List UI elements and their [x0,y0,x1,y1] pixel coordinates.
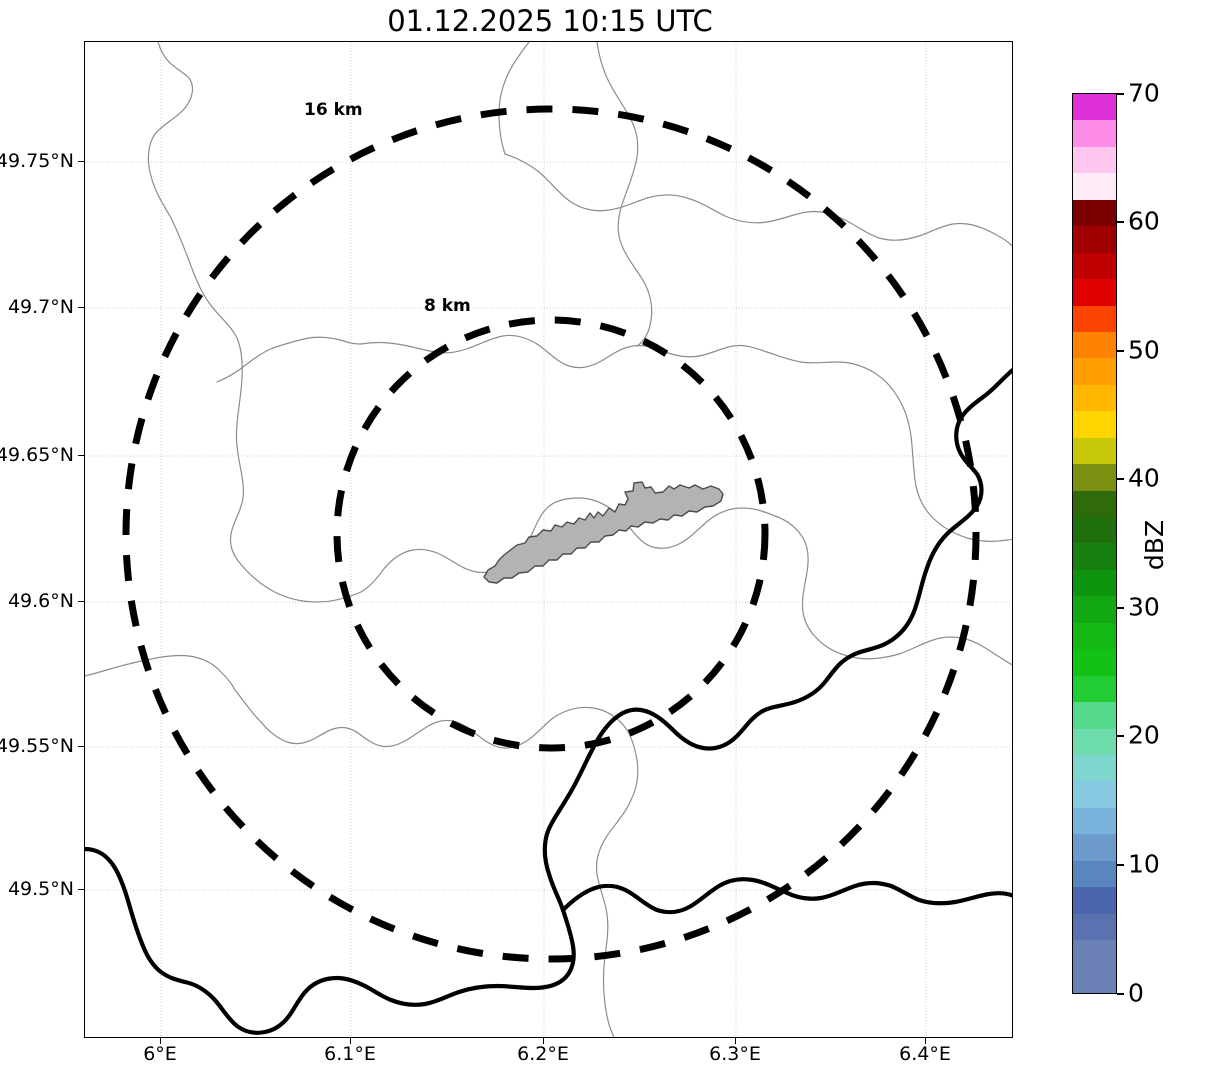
colorbar-band [1073,305,1116,332]
colorbar-band [1073,913,1116,940]
range-ring-8km [333,316,769,752]
colorbar-band [1073,199,1116,227]
ytick-label-49-55: 49.55°N [0,735,74,757]
colorbar-tick-label-50: 50 [1128,335,1160,365]
colorbar-band [1073,649,1116,676]
colorbar-band [1073,543,1116,570]
colorbar-tick-mark [1117,993,1124,995]
colorbar-band [1073,675,1116,703]
colorbar-band [1073,754,1116,782]
colorbar-tick-label-10: 10 [1128,849,1160,879]
colorbar-tick-label-60: 60 [1128,206,1160,236]
colorbar-band [1073,331,1116,359]
range-ring-label-8km: 8 km [424,296,471,316]
colorbar-tick-label-20: 20 [1128,720,1160,750]
colorbar-band [1073,173,1116,200]
national-borders [85,367,1012,1035]
xtick-label-6-4e: 6.4°E [899,1043,951,1065]
colorbar-band [1073,120,1116,147]
colorbar-band [1073,596,1116,623]
colorbar-band [1073,490,1116,517]
xtick-mark [350,1038,352,1044]
range-ring-16km [122,105,980,963]
colorbar-band [1073,940,1116,967]
colorbar-tick-label-30: 30 [1128,592,1160,622]
colorbar-tick-mark [1117,221,1124,223]
colorbar-band [1073,834,1116,861]
colorbar-band [1073,252,1116,280]
map-plot-area[interactable] [84,41,1013,1038]
colorbar-band [1073,966,1116,993]
ytick-mark [78,161,84,163]
colorbar-tick-mark [1117,93,1124,95]
colorbar-band [1073,517,1116,544]
ytick-label-49-75: 49.75°N [0,150,74,172]
colorbar-tick-label-40: 40 [1128,463,1160,493]
water-polygon [483,481,724,584]
colorbar-band [1073,94,1116,121]
colorbar-band [1073,781,1116,808]
colorbar-band [1073,702,1116,729]
colorbar-tick-label-0: 0 [1128,978,1144,1008]
xtick-label-6e: 6°E [143,1043,177,1065]
ytick-label-49-6: 49.6°N [7,590,74,612]
colorbar-band [1073,807,1116,835]
xtick-mark [543,1038,545,1044]
xtick-label-6-3e: 6.3°E [709,1043,761,1065]
page-title: 01.12.2025 10:15 UTC [387,4,713,38]
colorbar-band [1073,464,1116,491]
ytick-mark [78,307,84,309]
colorbar-band [1073,226,1116,253]
colorbar-band [1073,860,1116,888]
colorbar[interactable] [1072,93,1117,994]
xtick-label-6-1e: 6.1°E [324,1043,376,1065]
colorbar-tick-mark [1117,864,1124,866]
colorbar-tick-mark [1117,478,1124,480]
ytick-mark [78,455,84,457]
colorbar-tick-mark [1117,735,1124,737]
ytick-label-49-7: 49.7°N [7,296,74,318]
xtick-mark [925,1038,927,1044]
xtick-label-6-2e: 6.2°E [517,1043,569,1065]
colorbar-band [1073,411,1116,438]
colorbar-band [1073,887,1116,914]
ytick-mark [78,889,84,891]
ytick-mark [78,746,84,748]
colorbar-tick-mark [1117,350,1124,352]
xtick-mark [160,1038,162,1044]
colorbar-band [1073,437,1116,465]
colorbar-band [1073,279,1116,306]
colorbar-band [1073,728,1116,755]
xtick-mark [735,1038,737,1044]
range-ring-label-16km: 16 km [304,100,363,120]
ytick-mark [78,601,84,603]
colorbar-tick-label-70: 70 [1128,78,1160,108]
colorbar-band [1073,358,1116,385]
ytick-label-49-5: 49.5°N [7,878,74,900]
colorbar-axis-label: dBZ [1140,519,1169,571]
colorbar-tick-mark [1117,607,1124,609]
colorbar-band [1073,146,1116,174]
colorbar-band [1073,569,1116,597]
ytick-label-49-65: 49.65°N [0,444,74,466]
colorbar-band [1073,384,1116,412]
map-canvas [85,42,1012,1037]
colorbar-band [1073,622,1116,650]
